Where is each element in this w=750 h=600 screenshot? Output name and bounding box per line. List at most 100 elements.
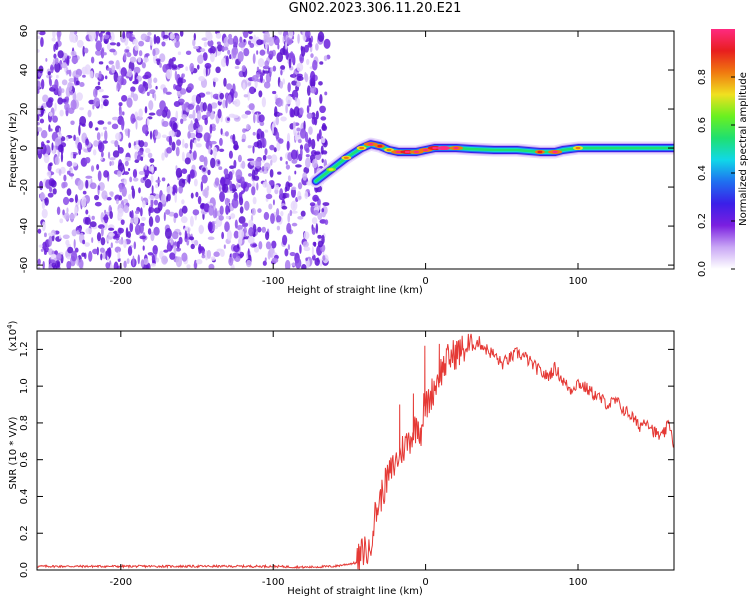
noise-speck [171,141,176,152]
noise-speck [229,180,233,191]
noise-speck [160,193,166,205]
noise-speck [285,95,292,105]
noise-speck [282,78,286,85]
colorbar: 0.0 0.2 0.4 0.6 0.8 Normalized spectral ampl… [697,29,749,277]
noise-speck [252,53,256,64]
noise-speck [263,162,271,170]
noise-speck [267,250,271,260]
noise-speck [149,37,153,46]
noise-speck [124,156,131,162]
noise-speck [265,231,270,241]
noise-speck [41,221,46,232]
noise-speck [145,53,150,57]
noise-speck [68,173,75,177]
noise-speck [305,157,311,169]
noise-speck [71,56,79,64]
noise-speck [58,85,62,97]
noise-speck [69,90,74,96]
noise-speck [279,81,284,89]
noise-speck [148,194,155,201]
noise-speck [37,89,40,94]
noise-speck [74,206,78,217]
noise-speck [100,103,104,109]
noise-speck [190,192,194,199]
noise-speck [154,166,157,171]
noise-speck [149,89,156,95]
track-core [423,148,429,152]
noise-speck [94,72,100,78]
track-core [552,150,558,154]
noise-speck [307,42,313,48]
noise-speck [115,59,120,70]
noise-speck [142,200,146,208]
noise-speck [219,205,224,216]
noise-speck [265,41,268,51]
noise-speck [169,32,175,40]
noise-speck [100,237,106,246]
noise-speck [177,51,182,56]
noise-speck [74,74,80,78]
noise-speck [98,61,104,65]
noise-speck [175,146,180,157]
noise-speck [322,255,326,261]
noise-speck [322,202,330,207]
colorbar-tick-label: 0.2 [697,213,708,229]
noise-speck [319,105,326,114]
noise-speck [63,174,67,182]
noise-speck [266,154,272,160]
noise-speck [280,65,286,70]
noise-speck [56,206,61,216]
noise-speck [138,84,145,94]
noise-speck [78,149,82,155]
noise-speck [204,62,212,69]
noise-speck [206,110,211,117]
noise-speck [170,117,177,123]
noise-speck [193,33,196,41]
noise-speck [141,62,146,69]
noise-speck [188,173,191,185]
noise-speck [193,139,197,145]
noise-speck [40,105,44,116]
noise-speck [222,46,229,51]
noise-speck [290,149,298,160]
noise-speck [311,245,314,257]
noise-speck [270,67,274,73]
noise-speck [276,215,282,223]
noise-speck [287,175,291,182]
noise-speck [226,198,231,203]
noise-speck [69,197,74,203]
noise-speck [62,196,70,206]
noise-speck [138,187,141,194]
noise-speck [157,201,163,211]
noise-speck [206,249,212,259]
noise-speck [102,140,108,144]
noise-speck [37,146,42,155]
noise-speck [45,58,48,62]
noise-speck [114,194,121,202]
noise-speck [49,78,53,87]
noise-speck [120,219,125,225]
track-core [395,150,401,154]
noise-speck [50,180,57,188]
noise-speck [115,240,119,244]
noise-speck [102,126,108,130]
noise-speck [58,144,64,153]
noise-speck [118,239,124,245]
y-tick-label: 0 [19,145,30,151]
noise-speck [147,252,154,256]
noise-speck [100,212,105,223]
y-tick-label: 0.4 [19,489,30,505]
noise-speck [208,47,213,54]
noise-speck [256,133,260,140]
noise-speck [247,90,250,101]
noise-speck [83,47,89,54]
noise-speck [247,145,252,149]
noise-speck [192,209,200,216]
noise-speck [42,260,45,269]
y-tick-label: 0.2 [19,525,30,541]
noise-speck [228,150,233,159]
noise-speck [73,238,76,249]
noise-speck [100,253,103,261]
noise-speck [137,56,142,63]
noise-speck [51,142,54,151]
